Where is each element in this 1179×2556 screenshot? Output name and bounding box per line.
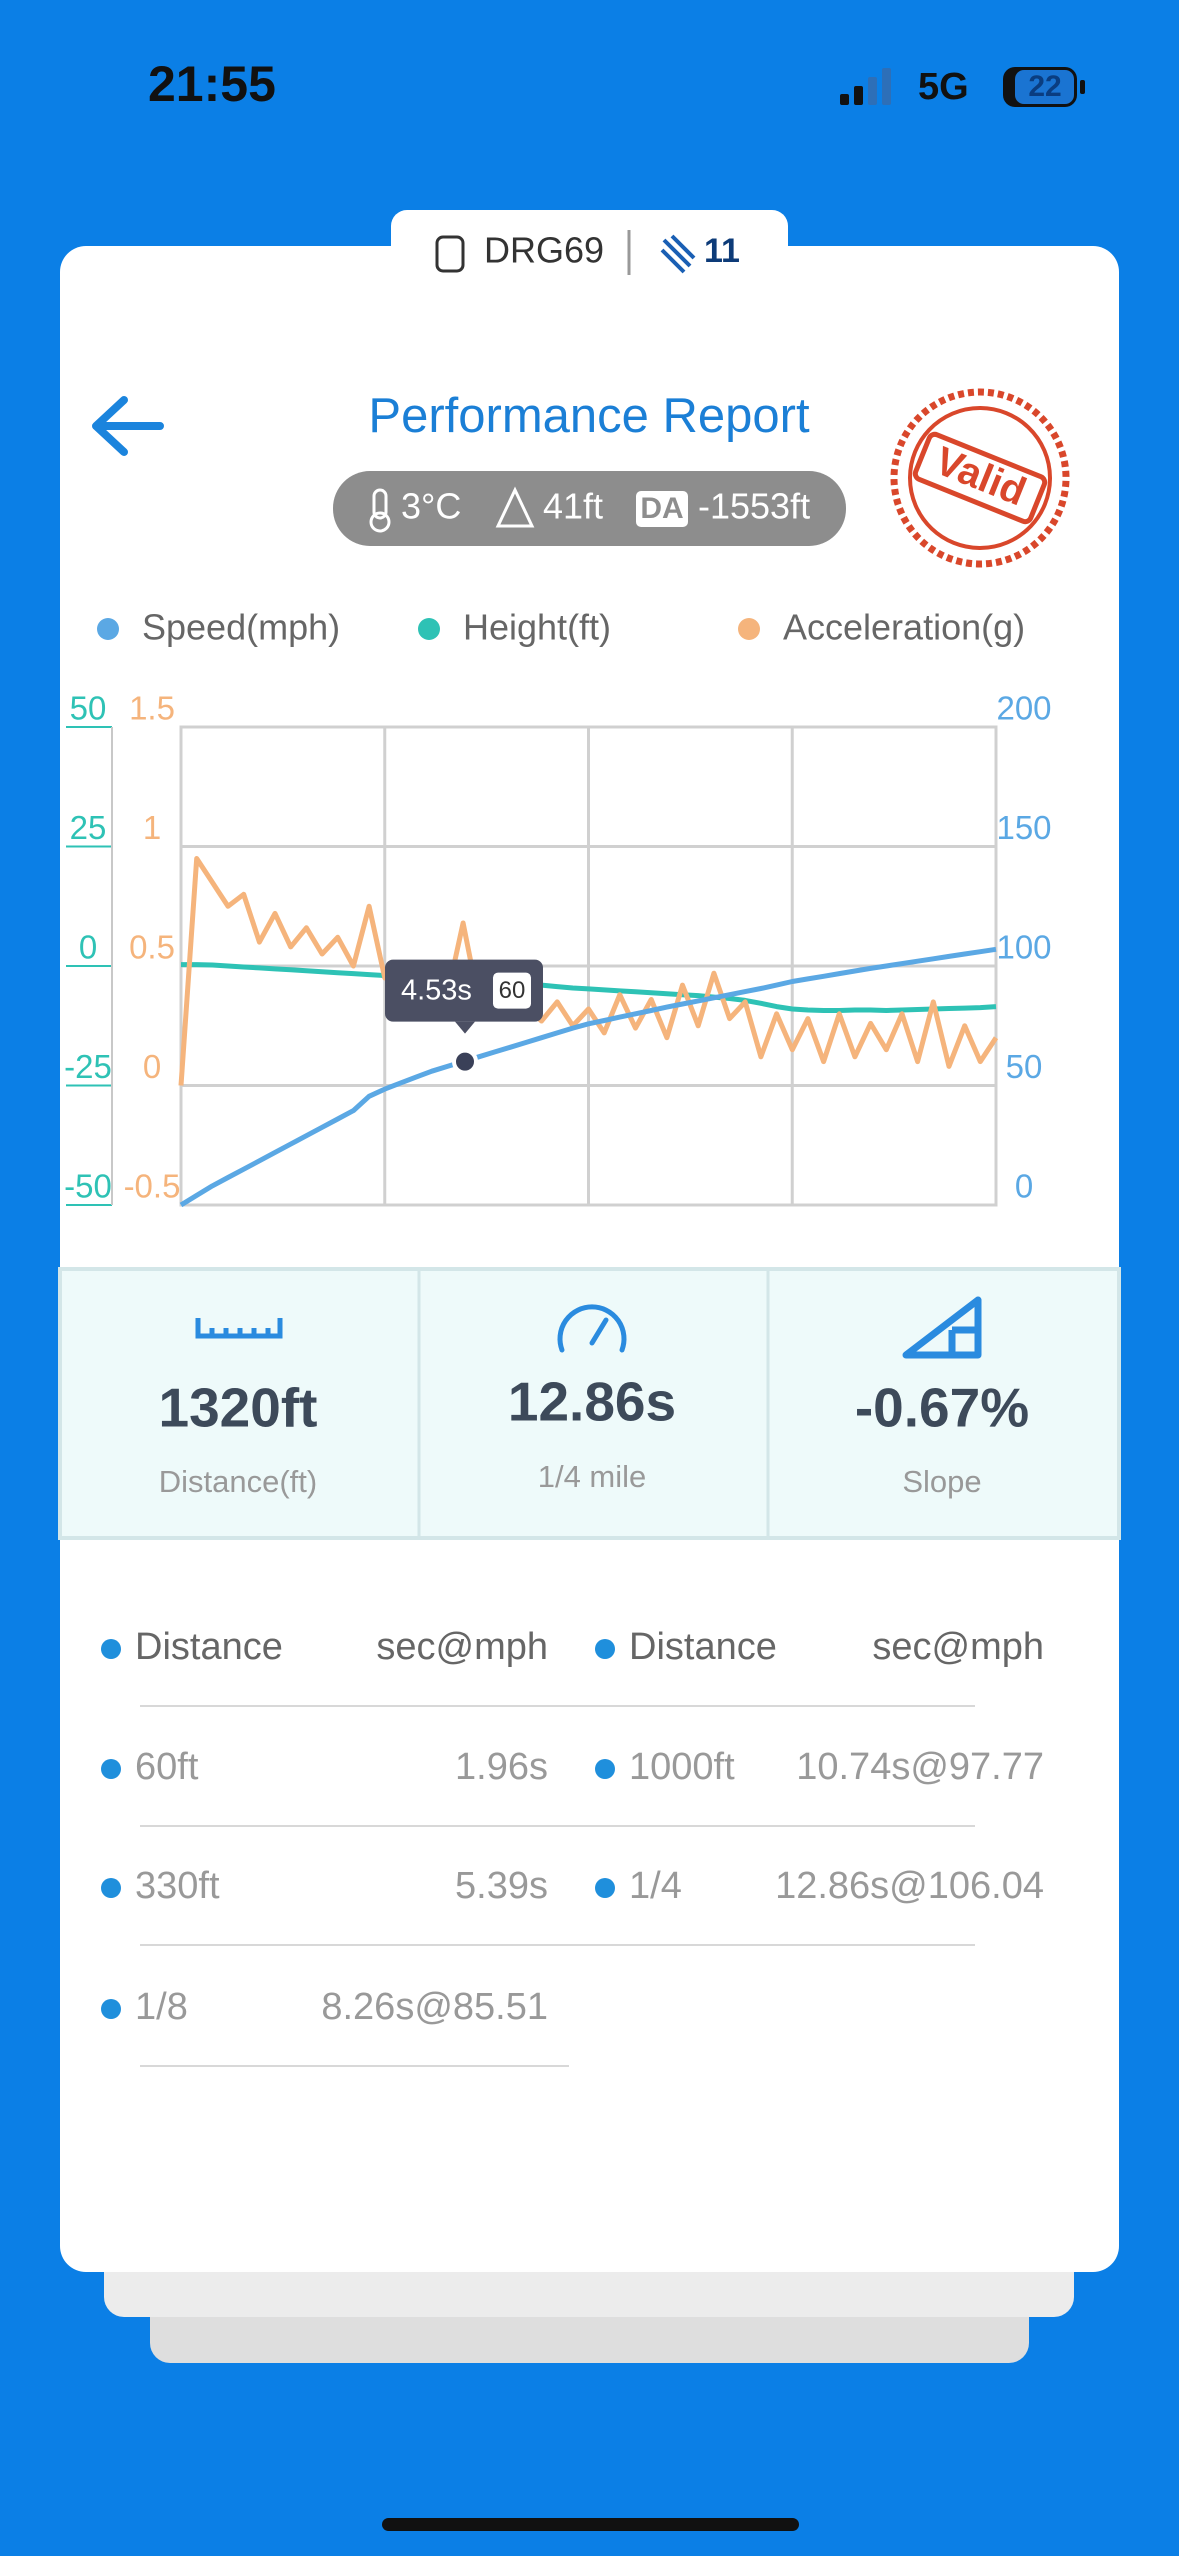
gauge-icon <box>557 1304 627 1353</box>
bullet <box>101 1999 121 2019</box>
legend-label: Acceleration(g) <box>783 607 1025 648</box>
stat-label: Distance(ft) <box>159 1464 317 1499</box>
da-box <box>636 491 688 527</box>
split-time: 5.39s <box>455 1865 548 1907</box>
stat-value: 1320ft <box>159 1377 318 1439</box>
back-button[interactable] <box>92 396 164 456</box>
y2-tick-label: 100 <box>996 929 1051 966</box>
legend-label: Speed(mph) <box>142 607 340 648</box>
signal-icon <box>840 68 891 105</box>
split-time: 10.74s@97.77 <box>796 1746 1044 1788</box>
y-tick-label: -25 <box>64 1048 112 1085</box>
tooltip-pointer <box>454 1021 475 1034</box>
y3-tick-label: 0 <box>143 1048 161 1085</box>
y3-tick-label: 1.5 <box>129 690 175 727</box>
split-time: 12.86s@106.04 <box>775 1865 1044 1907</box>
chart: Speed(mph) Height(ft) Acceleration(g)05010… <box>64 607 1052 1208</box>
bullet <box>101 1878 121 1898</box>
tooltip-value: 60 <box>499 977 526 1004</box>
device-badge[interactable] <box>391 210 788 294</box>
series-line <box>181 962 997 1013</box>
battery-level: 22 <box>1028 70 1061 103</box>
table-header: Distance <box>629 1626 777 1668</box>
y2-tick-label: 200 <box>996 690 1051 727</box>
y-tick-label: -50 <box>64 1168 112 1205</box>
density-altitude: -1553ft <box>698 486 810 527</box>
bullet <box>595 1639 615 1659</box>
altitude: 41ft <box>543 486 603 527</box>
status-time: 21:55 <box>148 56 276 112</box>
stat-label: Slope <box>902 1464 981 1499</box>
valid-stamp: Valid <box>890 388 1070 568</box>
stat-value: 12.86s <box>508 1371 676 1433</box>
split-time: 1.96s <box>455 1746 548 1788</box>
bullet <box>101 1639 121 1659</box>
page-title: Performance Report <box>368 389 810 443</box>
battery-icon <box>1003 67 1085 107</box>
table-header: sec@mph <box>376 1626 548 1668</box>
y3-tick-label: -0.5 <box>124 1168 181 1205</box>
stat-value: -0.67% <box>855 1377 1029 1439</box>
tooltip-point <box>451 1048 478 1075</box>
device-icon <box>435 235 465 273</box>
split-time: 8.26s@85.51 <box>321 1986 548 2028</box>
satellite-icon <box>660 234 696 274</box>
conditions-pill <box>333 471 846 546</box>
legend-marker <box>418 618 440 640</box>
y3-tick-label: 1 <box>143 809 161 846</box>
table-header: sec@mph <box>872 1626 1044 1668</box>
y-tick-label: 25 <box>70 809 107 846</box>
slope-icon <box>902 1296 982 1359</box>
y3-tick-label: 0.5 <box>129 929 175 966</box>
y-tick-label: 0 <box>79 929 97 966</box>
tooltip-x: 4.53s <box>401 974 472 1006</box>
legend-label: Height(ft) <box>463 607 611 648</box>
y2-tick-label: 50 <box>1006 1048 1043 1085</box>
split-distance: 60ft <box>135 1746 199 1788</box>
table-header: Distance <box>135 1626 283 1668</box>
bullet <box>595 1878 615 1898</box>
home-indicator <box>382 2518 799 2531</box>
y2-tick-label: 0 <box>1015 1168 1033 1205</box>
split-table: Distance sec@mph 60ft 1.96s 330ft 5.39s 1/8 8.2… <box>101 1626 1044 2067</box>
bullet <box>595 1759 615 1779</box>
network-label: 5G <box>918 66 969 108</box>
stat-label: 1/4 mile <box>538 1459 647 1494</box>
thermometer-icon <box>369 488 391 533</box>
series-line <box>179 946 997 1208</box>
legend-marker <box>97 618 119 640</box>
series-line <box>178 856 999 1086</box>
split-distance: 1/4 <box>629 1865 682 1907</box>
device-name: DRG69 <box>484 230 604 271</box>
report-card <box>60 246 1119 2272</box>
y2-tick-label: 150 <box>996 809 1051 846</box>
split-distance: 1000ft <box>629 1746 735 1788</box>
da-label: DA <box>640 492 683 525</box>
satellite-count: 11 <box>704 232 740 270</box>
stats-panel <box>58 1267 1121 1540</box>
tooltip-value-box <box>492 972 531 1009</box>
split-distance: 330ft <box>135 1865 220 1907</box>
ruler-icon <box>195 1318 283 1339</box>
bullet <box>101 1759 121 1779</box>
y-tick-label: 50 <box>70 690 107 727</box>
temperature: 3°C <box>401 486 461 527</box>
legend-marker <box>738 618 760 640</box>
split-distance: 1/8 <box>135 1986 188 2028</box>
altitude-icon <box>495 486 535 528</box>
